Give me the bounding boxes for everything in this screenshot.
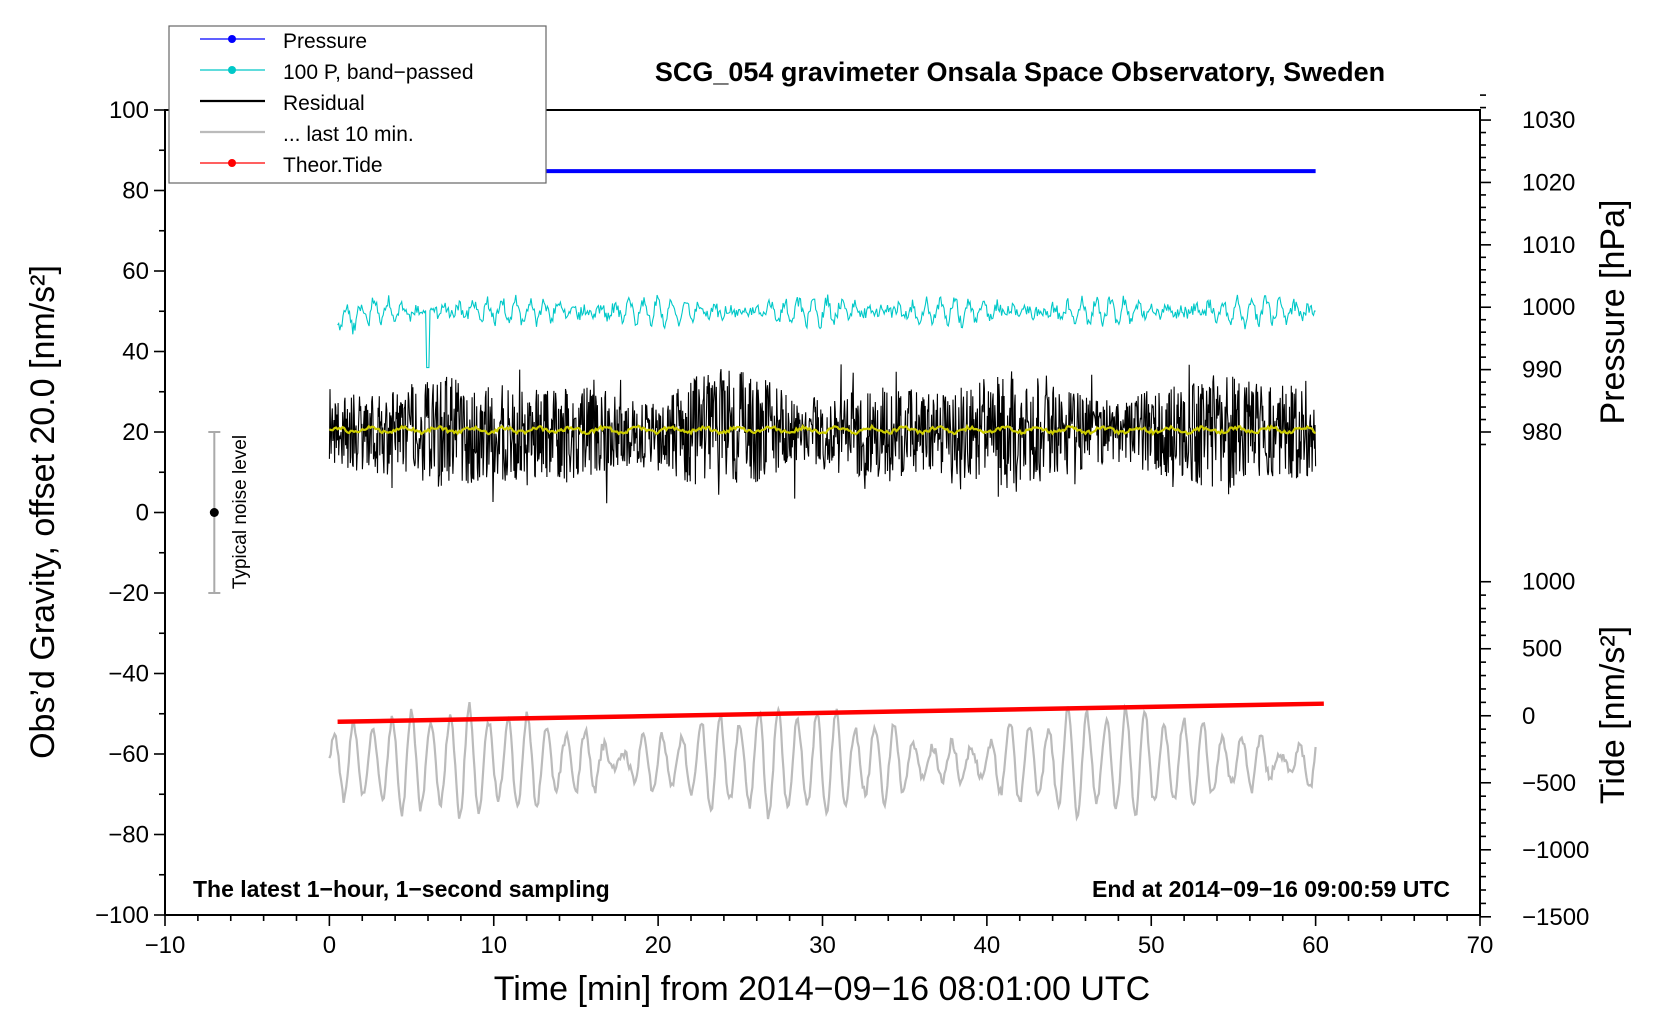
noise-level-label: Typical noise level: [230, 435, 251, 589]
legend: Pressure 100 P, band−passed Residual ...…: [168, 25, 547, 184]
tide-axis-title: Tide [nm/s²]: [1594, 626, 1632, 804]
x-tick-label: 30: [809, 932, 836, 959]
end-time-annotation: End at 2014−09−16 09:00:59 UTC: [1092, 876, 1450, 902]
tide-tick-label: −1000: [1522, 837, 1589, 864]
y-tick-label: −100: [95, 902, 149, 929]
tide-tick-label: 500: [1522, 636, 1562, 663]
y-axis-title: Obs’d Gravity, offset 20.0 [nm/s²]: [24, 265, 62, 759]
tide-tick-label: 0: [1522, 703, 1535, 730]
series-residual-smoothed: [329, 423, 1317, 437]
pressure-tick-label: 1020: [1522, 169, 1575, 196]
x-tick-label: 20: [645, 932, 672, 959]
y-tick-label: −40: [108, 661, 149, 688]
y-tick-label: −80: [108, 822, 149, 849]
series-theoretical-tide: [337, 701, 1324, 725]
x-tick-label: 50: [1138, 932, 1165, 959]
y-tick-label: −60: [108, 741, 149, 768]
x-tick-label: 10: [480, 932, 507, 959]
y-axis-left: −100 −80 −60 −40 −20 0 20 40 60 80 100: [95, 97, 165, 929]
y-tick-label: 80: [122, 178, 149, 205]
legend-marker-bandpassed: [228, 66, 236, 74]
tide-tick-label: 1000: [1522, 569, 1575, 596]
legend-marker-tide: [228, 159, 236, 167]
legend-label-residual: Residual: [283, 92, 365, 115]
legend-label-last-10-min: ... last 10 min.: [283, 123, 414, 146]
x-tick-label: 40: [974, 932, 1001, 959]
x-tick-label: 0: [323, 932, 336, 959]
sampling-annotation: The latest 1−hour, 1−second sampling: [193, 876, 610, 902]
series-residual: [328, 364, 1317, 504]
legend-label-tide: Theor.Tide: [283, 154, 383, 177]
y-axis-pressure: 980 990 1000 1010 1020 1030: [1480, 94, 1575, 446]
legend-marker-pressure: [228, 35, 236, 43]
data-layer: [328, 169, 1324, 822]
series-last-10-min: [328, 701, 1317, 822]
pressure-tick-label: 1010: [1522, 232, 1575, 259]
y-tick-label: 0: [136, 500, 149, 527]
pressure-tick-label: 1030: [1522, 107, 1575, 134]
x-tick-label: 60: [1302, 932, 1329, 959]
x-axis: −10 0 10 20 30 40 50 60 70: [145, 915, 1494, 959]
noise-level-bar: [208, 431, 221, 594]
legend-label-bandpassed: 100 P, band−passed: [283, 61, 474, 84]
x-tick-label: 70: [1467, 932, 1494, 959]
noise-bar-center: [209, 508, 219, 517]
x-tick-label: −10: [145, 932, 186, 959]
y-tick-label: 60: [122, 258, 149, 285]
pressure-tick-label: 1000: [1522, 294, 1575, 321]
x-axis-title: Time [min] from 2014−09−16 08:01:00 UTC: [494, 970, 1150, 1008]
y-tick-label: 100: [109, 97, 149, 124]
y-axis-tide: −1500 −1000 −500 0 500 1000: [1480, 569, 1589, 931]
tide-tick-label: −500: [1522, 770, 1576, 797]
pressure-axis-title: Pressure [hPa]: [1594, 200, 1632, 425]
pressure-tick-label: 990: [1522, 357, 1562, 384]
tide-tick-label: −1500: [1522, 904, 1589, 931]
chart-title: SCG_054 gravimeter Onsala Space Observat…: [655, 57, 1385, 87]
legend-label-pressure: Pressure: [283, 30, 367, 53]
y-tick-label: 40: [122, 339, 149, 366]
y-tick-label: −20: [108, 580, 149, 607]
series-bandpassed-pressure: [337, 294, 1316, 369]
pressure-tick-label: 980: [1522, 419, 1562, 446]
legend-box: [168, 25, 547, 184]
y-tick-label: 20: [122, 419, 149, 446]
